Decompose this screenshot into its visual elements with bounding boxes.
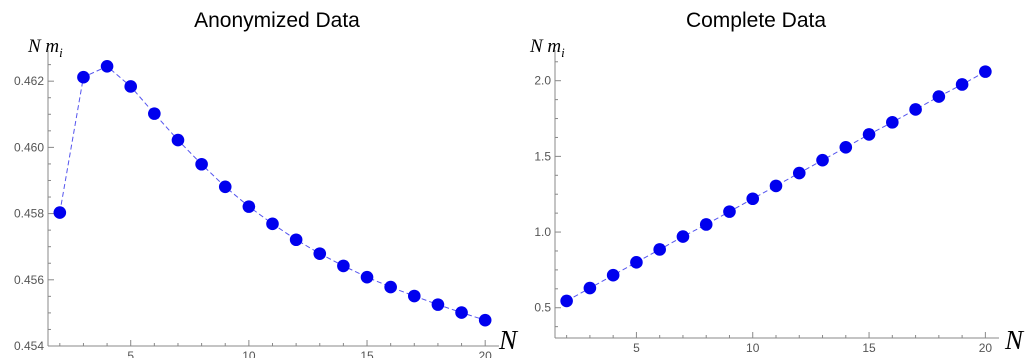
y-tick-label: 0.5 (534, 301, 551, 315)
data-point (124, 80, 138, 93)
x-tick-label: 10 (242, 349, 256, 358)
data-point (337, 259, 350, 273)
data-point (606, 268, 620, 282)
y-tick-label: 1.5 (534, 149, 551, 163)
data-point (77, 70, 90, 84)
series-line (59, 65, 486, 321)
data-point (242, 200, 256, 213)
y-axis-label: N mi (27, 36, 63, 60)
y-tick-label: 0.462 (14, 74, 44, 88)
data-point (979, 65, 992, 78)
data-point (148, 107, 161, 120)
y-axis-label-main: N m (529, 36, 561, 57)
data-point (653, 243, 666, 256)
data-point (699, 218, 713, 231)
data-point (886, 116, 899, 129)
y-tick-label: 0.456 (14, 273, 44, 287)
data-point (407, 289, 421, 303)
y-tick-label: 0.458 (14, 207, 44, 221)
x-tick-label: 20 (979, 341, 993, 355)
y-tick-label: 2.0 (534, 74, 551, 88)
x-tick-label: 10 (746, 341, 760, 355)
x-tick-label: 15 (862, 341, 876, 355)
data-point (630, 256, 643, 269)
y-axis-label-main: N m (27, 36, 59, 57)
x-tick-label: 15 (360, 349, 374, 358)
data-point (266, 217, 279, 231)
data-point (769, 179, 783, 193)
data-point (195, 157, 208, 171)
chart-panel-anonymized: Anonymized Data N mi N 5 10 15 20 0.454 0.456… (14, 9, 519, 358)
plot-area: 5 10 15 20 0.454 0.456 0.458 0.460 0.462 (14, 50, 499, 358)
chart-panel-complete: Complete Data N mi N 5 10 15 20 0.5 1.0 1.5 2.0 (529, 9, 1025, 355)
data-point (792, 166, 806, 180)
data-point (909, 103, 922, 116)
data-point (100, 59, 114, 73)
data-point (723, 205, 736, 218)
data-point (676, 230, 690, 243)
data-point (384, 280, 397, 294)
y-tick-label: 0.460 (14, 140, 44, 154)
data-point (746, 192, 760, 206)
y-tick-label: 0.454 (14, 339, 44, 353)
data-point (955, 78, 969, 91)
data-point (289, 233, 303, 247)
y-tick-label: 1.0 (534, 225, 551, 239)
data-point (816, 153, 829, 167)
data-point (560, 294, 573, 308)
chart-title: Complete Data (686, 9, 826, 32)
data-point (839, 140, 853, 154)
y-axis-label-subscript: i (561, 45, 565, 60)
x-axis-label: N (498, 325, 519, 355)
data-point (862, 128, 876, 141)
data-point (583, 281, 597, 295)
plot-area: 5 10 15 20 0.5 1.0 1.5 2.0 (534, 50, 999, 355)
chart-title: Anonymized Data (194, 9, 360, 32)
data-point (53, 206, 67, 219)
data-point (360, 270, 374, 284)
data-point (431, 298, 445, 311)
data-point (171, 133, 185, 147)
x-tick-label: 5 (127, 349, 134, 358)
data-point (478, 313, 492, 327)
data-point (932, 90, 946, 103)
data-point (313, 247, 327, 260)
x-axis-label: N (1004, 325, 1025, 355)
y-axis-label-subscript: i (59, 45, 63, 60)
x-tick-label: 20 (479, 349, 493, 358)
data-point (455, 306, 468, 319)
y-axis-label: N mi (529, 36, 565, 60)
data-point (218, 180, 232, 194)
x-tick-label: 5 (633, 341, 640, 355)
